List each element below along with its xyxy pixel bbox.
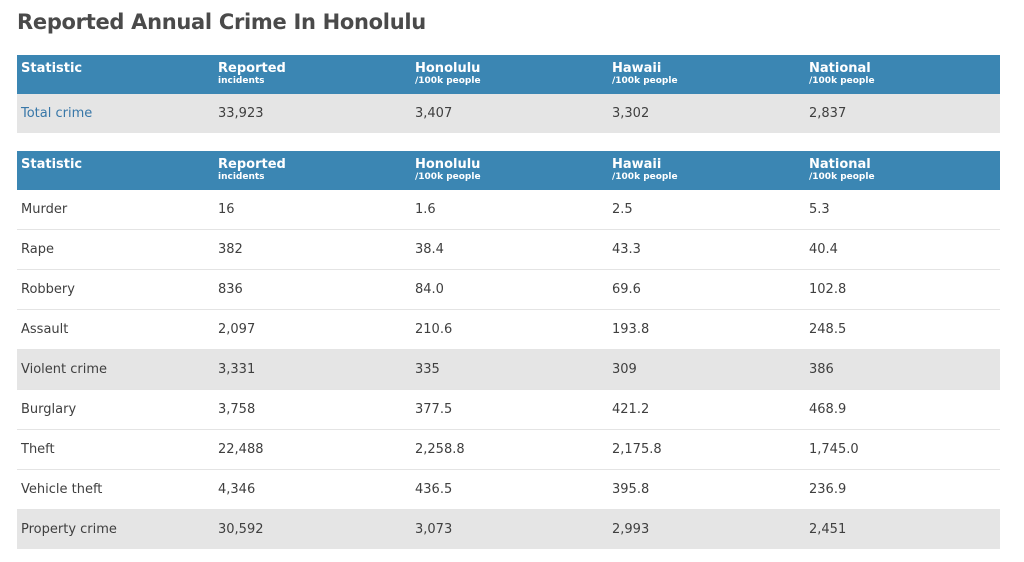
table-row: Rape 382 38.4 43.3 40.4 — [17, 229, 1000, 270]
table-cell: 102.8 — [805, 269, 1000, 310]
table-row: Murder 16 1.6 2.5 5.3 — [17, 190, 1000, 230]
table-cell: 1.6 — [411, 190, 608, 230]
table-cell: 16 — [214, 190, 411, 230]
header-label: Statistic — [21, 61, 83, 76]
crime-breakdown-table: Statistic Reported incidents Honolulu/100… — [17, 151, 1000, 549]
header-statistic: Statistic — [17, 55, 214, 94]
header-sublabel: incidents — [218, 76, 265, 86]
table-cell: 2,097 — [214, 309, 411, 350]
table-row: Robbery 836 84.0 69.6 102.8 — [17, 269, 1000, 310]
header-label: Reported — [218, 157, 286, 172]
page-title: Reported Annual Crime In Honolulu — [17, 10, 426, 34]
table-row-summary: Property crime 30,592 3,073 2,993 2,451 — [17, 509, 1000, 549]
table-cell: 436.5 — [411, 469, 608, 510]
table-cell: 69.6 — [608, 269, 805, 310]
table-cell: 3,758 — [214, 389, 411, 430]
table-cell: 248.5 — [805, 309, 1000, 350]
header-sublabel: /100k people — [415, 172, 481, 182]
header-sublabel: /100k people — [415, 76, 481, 86]
header-label: National — [809, 61, 871, 76]
header-sublabel: /100k people — [612, 172, 678, 182]
header-label: Honolulu — [415, 157, 481, 172]
table-cell: 3,407 — [411, 94, 608, 133]
row-label: Property crime — [17, 509, 214, 549]
table-cell: 2,837 — [805, 94, 1000, 133]
table-cell: 33,923 — [214, 94, 411, 133]
header-sublabel: /100k people — [612, 76, 678, 86]
header-reported: Reported incidents — [214, 151, 411, 190]
header-label: National — [809, 157, 871, 172]
header-hawaii: Hawaii/100k people — [608, 151, 805, 190]
row-label: Robbery — [17, 269, 214, 310]
table-cell: 40.4 — [805, 229, 1000, 270]
header-sublabel: incidents — [218, 172, 265, 182]
table-cell: 335 — [411, 349, 608, 390]
table-cell: 2,258.8 — [411, 429, 608, 470]
table-cell: 43.3 — [608, 229, 805, 270]
table-cell: 421.2 — [608, 389, 805, 430]
header-sublabel: /100k people — [809, 76, 875, 86]
table-cell: 468.9 — [805, 389, 1000, 430]
header-label: Hawaii — [612, 61, 662, 76]
header-label: Reported — [218, 61, 286, 76]
header-national: National/100k people — [805, 151, 1000, 190]
table-cell: 84.0 — [411, 269, 608, 310]
table-cell: 3,302 — [608, 94, 805, 133]
table-cell: 236.9 — [805, 469, 1000, 510]
row-label: Rape — [17, 229, 214, 270]
table-cell: 1,745.0 — [805, 429, 1000, 470]
row-label: Assault — [17, 309, 214, 350]
header-reported: Reported incidents — [214, 55, 411, 94]
table-cell: 3,073 — [411, 509, 608, 549]
table-cell: 5.3 — [805, 190, 1000, 230]
header-national: National/100k people — [805, 55, 1000, 94]
table-cell: 4,346 — [214, 469, 411, 510]
table-row: Vehicle theft 4,346 436.5 395.8 236.9 — [17, 469, 1000, 510]
total-crime-table: Statistic Reported incidents Honolulu/100… — [17, 55, 1000, 133]
table-cell: 2,993 — [608, 509, 805, 549]
table-cell: 377.5 — [411, 389, 608, 430]
row-label: Theft — [17, 429, 214, 470]
table-row: Theft 22,488 2,258.8 2,175.8 1,745.0 — [17, 429, 1000, 470]
table-cell: 210.6 — [411, 309, 608, 350]
header-label: Statistic — [21, 157, 83, 172]
table-cell: 836 — [214, 269, 411, 310]
header-hawaii: Hawaii/100k people — [608, 55, 805, 94]
table-cell: 382 — [214, 229, 411, 270]
table-cell: 386 — [805, 349, 1000, 390]
table-cell: 395.8 — [608, 469, 805, 510]
table-cell: 309 — [608, 349, 805, 390]
table-cell: 38.4 — [411, 229, 608, 270]
table-cell: 2.5 — [608, 190, 805, 230]
row-label: Vehicle theft — [17, 469, 214, 510]
header-label: Honolulu — [415, 61, 481, 76]
header-label: Hawaii — [612, 157, 662, 172]
row-label: Burglary — [17, 389, 214, 430]
total-crime-link[interactable]: Total crime — [17, 94, 214, 133]
header-statistic: Statistic — [17, 151, 214, 190]
table-cell: 22,488 — [214, 429, 411, 470]
table-row: Burglary 3,758 377.5 421.2 468.9 — [17, 389, 1000, 430]
header-honolulu: Honolulu/100k people — [411, 55, 608, 94]
table-row-total-crime: Total crime 33,923 3,407 3,302 2,837 — [17, 94, 1000, 133]
header-honolulu: Honolulu/100k people — [411, 151, 608, 190]
table-row-summary: Violent crime 3,331 335 309 386 — [17, 349, 1000, 390]
table-cell: 2,451 — [805, 509, 1000, 549]
table-cell: 193.8 — [608, 309, 805, 350]
table-row: Assault 2,097 210.6 193.8 248.5 — [17, 309, 1000, 350]
table-cell: 2,175.8 — [608, 429, 805, 470]
table-header-row: Statistic Reported incidents Honolulu/100… — [17, 151, 1000, 190]
row-label: Murder — [17, 190, 214, 230]
header-sublabel: /100k people — [809, 172, 875, 182]
table-cell: 30,592 — [214, 509, 411, 549]
table-cell: 3,331 — [214, 349, 411, 390]
row-label: Violent crime — [17, 349, 214, 390]
table-header-row: Statistic Reported incidents Honolulu/100… — [17, 55, 1000, 94]
